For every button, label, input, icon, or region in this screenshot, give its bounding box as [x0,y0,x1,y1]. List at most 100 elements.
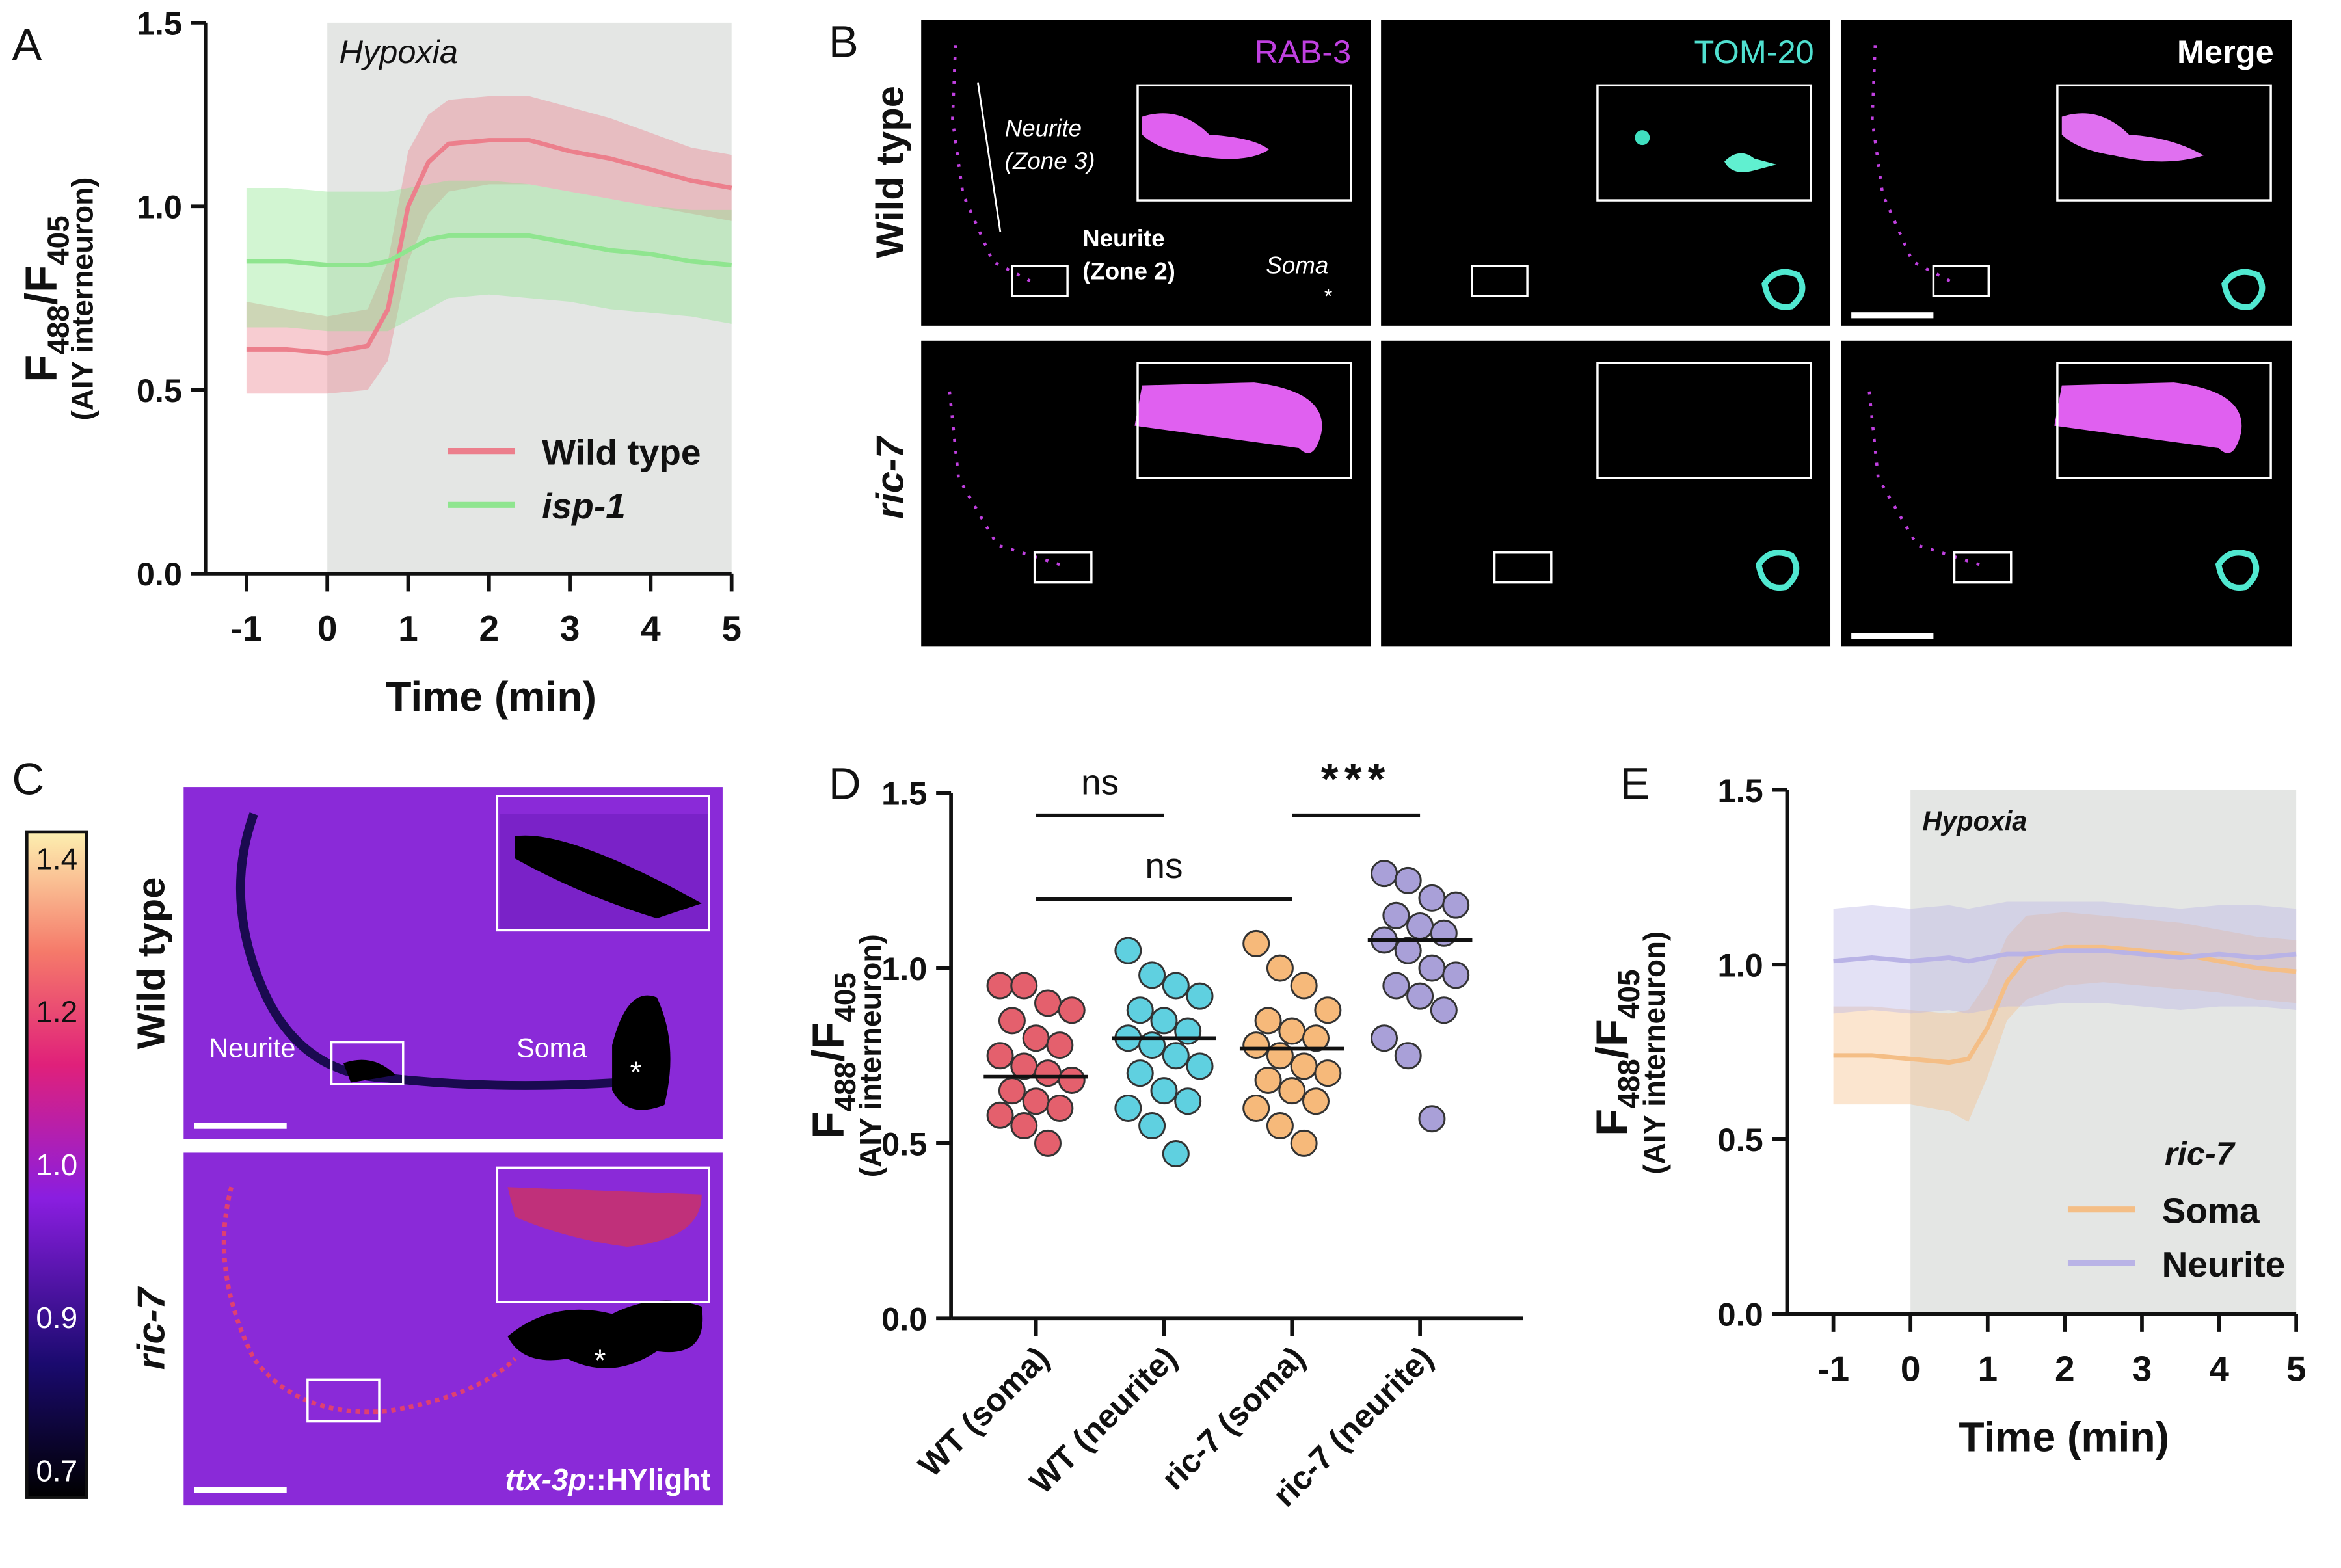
legend-label: isp-1 [542,486,626,526]
point [1418,954,1446,982]
colorbar-label: 1.2 [36,995,77,1029]
x-tick-label: -1 [230,608,262,648]
point [1290,1129,1318,1157]
point [1162,1042,1190,1070]
construct-part: ::HYlight [586,1463,710,1496]
y-tick-label: 0.5 [1718,1121,1763,1158]
point [1442,891,1470,919]
point [1046,1095,1074,1123]
annotation: Neurite [1005,114,1082,141]
inset [515,835,702,919]
panel-letter: A [12,20,42,70]
point [1174,1017,1202,1045]
point [1138,961,1166,989]
point [1314,996,1342,1024]
scale-bar [1851,312,1934,319]
point [1186,982,1214,1010]
puncta [1635,130,1650,146]
point [1162,1140,1190,1168]
error-band [1833,912,2297,1122]
point [1034,989,1062,1017]
point [1394,937,1422,964]
y-tick-label: 1.5 [881,775,927,812]
x-tick-label: 5 [2286,1349,2307,1389]
x-tick-label: 1 [1977,1349,1998,1389]
point [1266,1111,1294,1139]
y-axis-title-part: 405 [42,215,75,265]
image [1381,20,1831,326]
inset [507,1187,702,1247]
point [1242,929,1270,957]
y-tick-label: 1.0 [881,950,927,987]
point [1266,954,1294,982]
y-axis-title-part: 488 [42,305,75,355]
point [1406,982,1434,1010]
neurite [235,812,620,1090]
point [1278,1077,1306,1105]
point [1394,866,1422,894]
y-tick-label: 0.0 [137,555,182,592]
x-tick-label: 0 [1901,1349,1921,1389]
point [1290,972,1318,1000]
neurite [1870,45,1951,283]
row-label: Wild type [868,86,912,258]
point [1242,1031,1270,1059]
point [1126,996,1154,1024]
point [1162,972,1190,1000]
annotation: Neurite [209,1033,295,1063]
inset-boxes [306,795,710,1423]
neurite [343,1059,396,1083]
point [1174,1087,1202,1115]
point [1418,884,1446,912]
construct-part: ttx-3p [505,1463,586,1496]
error-band [1833,901,2297,1014]
point [1430,996,1458,1024]
x-tick-label: 5 [721,608,742,648]
panel-letter: C [12,754,44,804]
point [1442,961,1470,989]
error-band [246,180,732,332]
line [1833,948,2297,964]
point [1138,1111,1166,1139]
point [1046,1031,1074,1059]
line [246,138,732,356]
point [986,972,1014,1000]
pointer [977,82,1002,232]
soma [1761,269,1806,310]
point [1418,1105,1446,1133]
y-axis-subtitle: (AIY interneuron) [65,178,99,421]
channel-label: TOM-20 [1694,33,1814,70]
point [1034,1059,1062,1087]
y-axis-title: F488/F405 [16,215,75,382]
point [1406,912,1434,940]
neurite [951,45,1031,283]
image [921,20,1371,326]
soma [507,1300,703,1368]
point [986,1042,1014,1070]
panel-b: B RAB-3 TOM-20 Merge Wild type ric-7 Neu… [829,17,2292,647]
y-tick-label: 1.5 [137,5,182,42]
significance-label: *** [1321,754,1391,804]
error-band [246,96,732,394]
point [1022,1087,1050,1115]
annotation: Hypoxia [340,33,458,70]
y-axis-title: F488/F405 [803,972,862,1139]
puncta [1142,113,1269,159]
soma [612,995,671,1110]
x-tick-label: 3 [2132,1349,2152,1389]
y-axis-title-part: /F [803,1022,853,1062]
colorbar-label: 0.7 [36,1454,77,1487]
y-tick-label: 0.5 [881,1125,927,1162]
legend-label: Neurite [2162,1244,2286,1284]
y-axis-title-part: 405 [828,972,862,1022]
puncta [1134,382,1322,453]
point [1242,1095,1270,1123]
y-axis-title-part: /F [16,265,66,305]
x-tick-label: 3 [560,608,580,648]
y-axis-subtitle: (AIY interneuron) [853,934,887,1177]
y-axis-title-part: 488 [828,1062,862,1112]
x-tick-label: 4 [2209,1349,2229,1389]
soma [2215,550,2260,591]
row-label: ric-7 [868,435,912,519]
